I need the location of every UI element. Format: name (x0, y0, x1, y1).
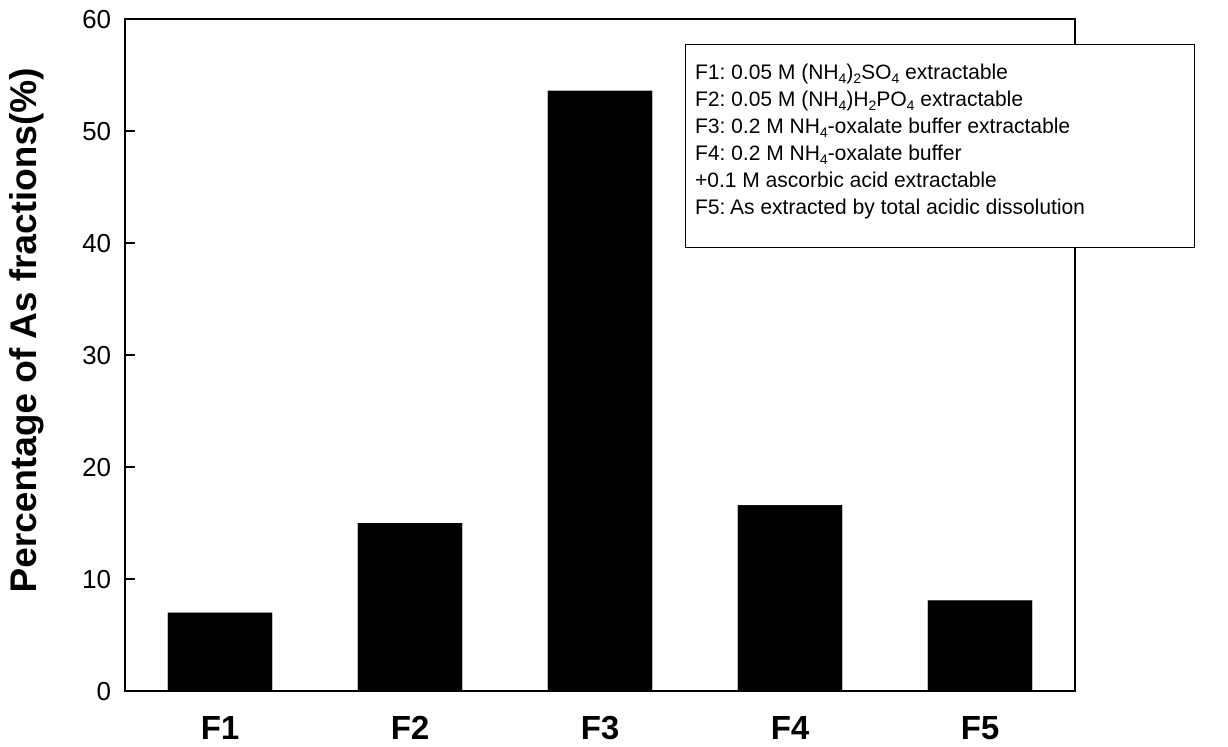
bar-F4 (737, 505, 843, 691)
legend-entry-f5: F5: As extracted by total acidic dissolu… (695, 196, 1085, 219)
legend-entry-f1: F1: 0.05 M (NH4)2SO4 extractable (695, 61, 1008, 86)
y-tick-label-60: 60 (82, 4, 111, 34)
x-tick-label-F5: F5 (961, 709, 1000, 746)
legend-entry-f3: F3: 0.2 M NH4-oxalate buffer extractable (695, 115, 1071, 140)
y-tick-label-20: 20 (82, 452, 111, 482)
bar-F3 (547, 90, 653, 692)
x-tick-label-F1: F1 (201, 709, 240, 746)
x-tick-label-F4: F4 (771, 709, 810, 746)
y-tick-label-30: 30 (82, 340, 111, 370)
y-axis-title: Percentage of As fractions(%) (3, 68, 44, 593)
legend-entry-f2: F2: 0.05 M (NH4)H2PO4 extractable (695, 88, 1024, 113)
legend-entry-f4-continued: +0.1 M ascorbic acid extractable (695, 169, 997, 192)
legend-entry-f4: F4: 0.2 M NH4-oxalate buffer (695, 142, 962, 167)
x-axis: F1 F2 F3 F4 F5 (201, 709, 1000, 746)
y-tick-label-10: 10 (82, 564, 111, 594)
y-axis: 0 10 20 30 40 50 60 (82, 4, 135, 706)
bar-F2 (357, 523, 463, 691)
bar-F1 (167, 612, 273, 691)
bars (167, 90, 1033, 692)
x-tick-label-F2: F2 (391, 709, 430, 746)
bar-F5 (927, 600, 1033, 691)
y-tick-label-0: 0 (97, 676, 111, 706)
legend: F1: 0.05 M (NH4)2SO4 extractable F2: 0.0… (685, 44, 1195, 248)
x-tick-label-F3: F3 (581, 709, 620, 746)
y-tick-label-40: 40 (82, 228, 111, 258)
y-tick-label-50: 50 (82, 116, 111, 146)
